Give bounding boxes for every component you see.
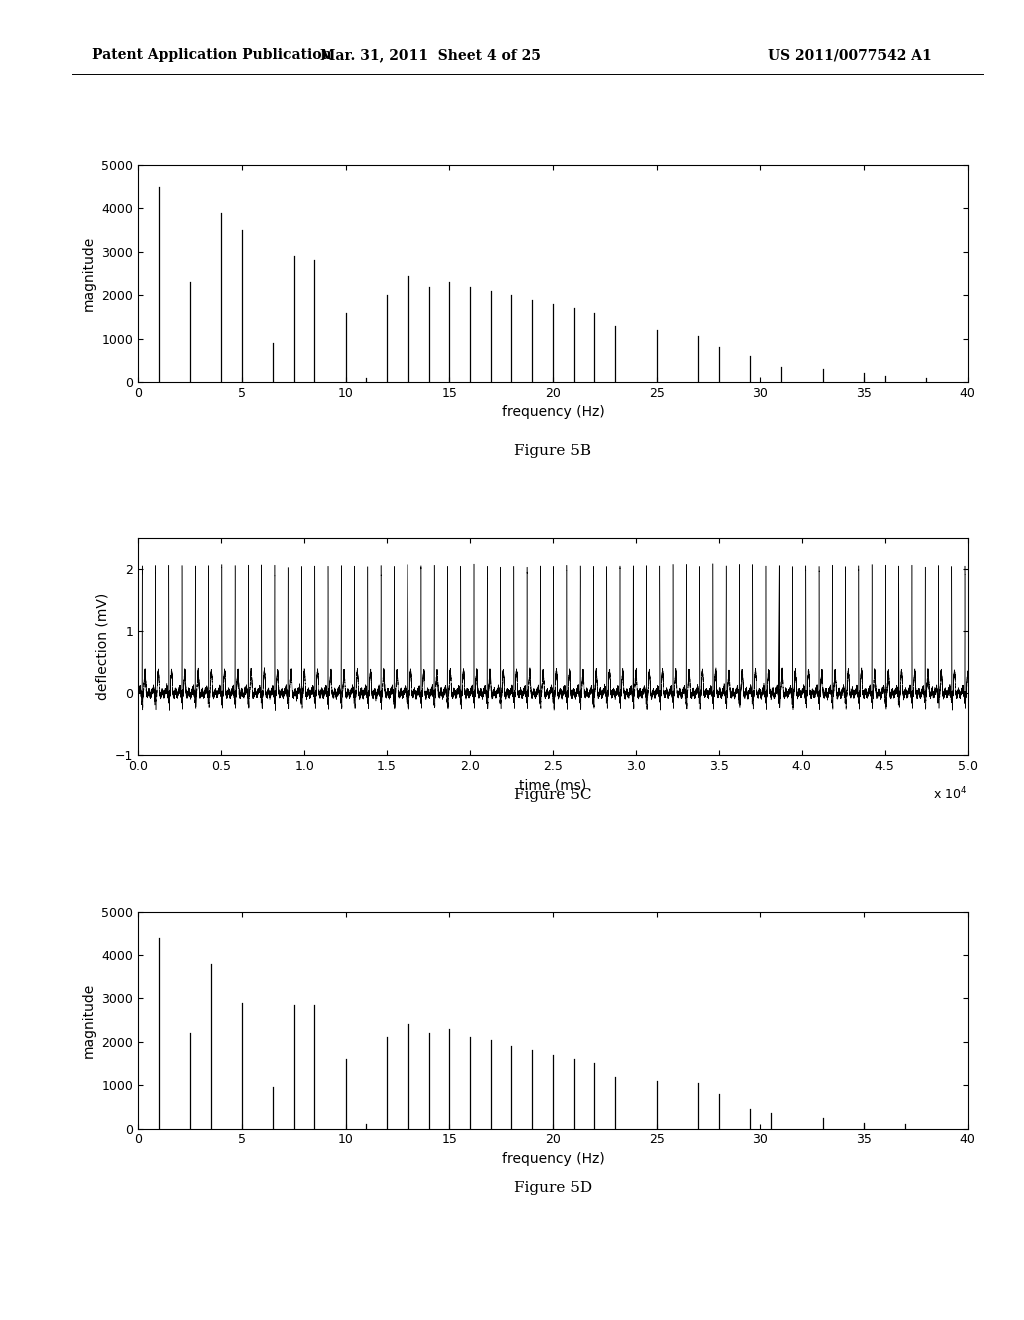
Text: US 2011/0077542 A1: US 2011/0077542 A1 — [768, 49, 932, 62]
Text: Figure 5C: Figure 5C — [514, 788, 592, 801]
Text: Figure 5D: Figure 5D — [514, 1181, 592, 1195]
Text: x 10$^4$: x 10$^4$ — [933, 785, 968, 803]
Text: Patent Application Publication: Patent Application Publication — [92, 49, 332, 62]
Y-axis label: deflection (mV): deflection (mV) — [95, 593, 110, 701]
Text: Mar. 31, 2011  Sheet 4 of 25: Mar. 31, 2011 Sheet 4 of 25 — [319, 49, 541, 62]
X-axis label: frequency (Hz): frequency (Hz) — [502, 405, 604, 420]
X-axis label: time (ms): time (ms) — [519, 779, 587, 793]
Text: Figure 5B: Figure 5B — [514, 445, 592, 458]
X-axis label: frequency (Hz): frequency (Hz) — [502, 1152, 604, 1166]
Y-axis label: magnitude: magnitude — [82, 236, 96, 312]
Y-axis label: magnitude: magnitude — [82, 982, 96, 1057]
